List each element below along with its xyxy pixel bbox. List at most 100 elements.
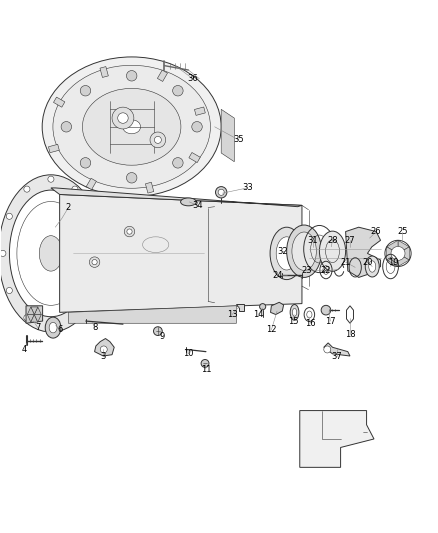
Ellipse shape bbox=[82, 88, 181, 165]
Text: 2: 2 bbox=[66, 203, 71, 212]
Ellipse shape bbox=[42, 57, 221, 197]
Text: 22: 22 bbox=[321, 266, 331, 276]
Text: 37: 37 bbox=[332, 351, 342, 360]
Text: 6: 6 bbox=[57, 325, 62, 334]
Polygon shape bbox=[68, 306, 237, 323]
Ellipse shape bbox=[365, 256, 379, 277]
Polygon shape bbox=[31, 307, 38, 314]
Ellipse shape bbox=[53, 66, 210, 188]
Circle shape bbox=[24, 186, 30, 192]
Text: 8: 8 bbox=[92, 323, 97, 332]
Polygon shape bbox=[51, 188, 302, 207]
Polygon shape bbox=[221, 109, 234, 161]
Ellipse shape bbox=[292, 309, 297, 316]
Ellipse shape bbox=[180, 198, 196, 206]
Text: 34: 34 bbox=[192, 201, 202, 210]
Ellipse shape bbox=[369, 261, 376, 272]
Circle shape bbox=[6, 213, 12, 220]
Circle shape bbox=[124, 227, 135, 237]
Bar bbox=[194, 107, 205, 115]
Bar bbox=[189, 152, 200, 163]
Ellipse shape bbox=[319, 231, 346, 271]
Circle shape bbox=[118, 113, 128, 123]
Circle shape bbox=[127, 229, 132, 234]
Polygon shape bbox=[387, 240, 398, 253]
Polygon shape bbox=[398, 247, 410, 260]
Polygon shape bbox=[387, 247, 398, 260]
Circle shape bbox=[48, 176, 54, 182]
Circle shape bbox=[89, 213, 95, 220]
Text: 21: 21 bbox=[340, 257, 351, 266]
Ellipse shape bbox=[39, 236, 63, 271]
Text: 32: 32 bbox=[277, 247, 288, 256]
Ellipse shape bbox=[10, 190, 92, 317]
Bar bbox=[100, 67, 108, 77]
Circle shape bbox=[100, 346, 107, 353]
Ellipse shape bbox=[287, 225, 321, 277]
Text: 15: 15 bbox=[288, 317, 298, 326]
Text: 23: 23 bbox=[301, 266, 311, 276]
Text: 14: 14 bbox=[253, 310, 264, 319]
Ellipse shape bbox=[276, 237, 297, 270]
Ellipse shape bbox=[45, 317, 61, 338]
Circle shape bbox=[218, 189, 224, 195]
Circle shape bbox=[150, 132, 166, 148]
Ellipse shape bbox=[49, 322, 57, 333]
Polygon shape bbox=[95, 338, 114, 356]
Polygon shape bbox=[34, 307, 41, 314]
Text: 7: 7 bbox=[35, 323, 40, 332]
Circle shape bbox=[0, 251, 6, 256]
Polygon shape bbox=[31, 314, 38, 322]
Text: 4: 4 bbox=[22, 345, 27, 354]
Circle shape bbox=[61, 122, 71, 132]
Text: 27: 27 bbox=[345, 236, 355, 245]
Polygon shape bbox=[26, 306, 42, 323]
Circle shape bbox=[48, 325, 54, 330]
Text: 3: 3 bbox=[101, 351, 106, 360]
Text: 20: 20 bbox=[362, 257, 373, 266]
Polygon shape bbox=[324, 343, 350, 356]
Polygon shape bbox=[387, 253, 398, 266]
Circle shape bbox=[80, 158, 91, 168]
Circle shape bbox=[89, 257, 100, 268]
Circle shape bbox=[321, 305, 331, 315]
Polygon shape bbox=[398, 240, 410, 253]
Text: 18: 18 bbox=[345, 330, 355, 338]
Circle shape bbox=[92, 260, 97, 265]
Text: 35: 35 bbox=[233, 135, 244, 144]
Circle shape bbox=[215, 187, 227, 198]
Bar bbox=[49, 144, 59, 152]
Circle shape bbox=[391, 246, 405, 261]
Circle shape bbox=[96, 251, 102, 256]
Polygon shape bbox=[60, 195, 302, 312]
Text: 26: 26 bbox=[371, 227, 381, 236]
Text: 28: 28 bbox=[327, 236, 338, 245]
Ellipse shape bbox=[0, 175, 103, 332]
Bar bbox=[145, 182, 154, 193]
Ellipse shape bbox=[292, 232, 316, 270]
Circle shape bbox=[173, 158, 183, 168]
Circle shape bbox=[153, 327, 162, 335]
Polygon shape bbox=[300, 410, 374, 467]
Circle shape bbox=[127, 173, 137, 183]
Polygon shape bbox=[27, 314, 34, 322]
Circle shape bbox=[72, 186, 78, 192]
Bar bbox=[53, 97, 65, 107]
Text: 25: 25 bbox=[397, 227, 408, 236]
Circle shape bbox=[80, 85, 91, 96]
Ellipse shape bbox=[123, 120, 141, 134]
Text: 12: 12 bbox=[266, 325, 277, 334]
Circle shape bbox=[201, 359, 209, 367]
Polygon shape bbox=[27, 307, 34, 314]
Ellipse shape bbox=[270, 227, 303, 280]
Circle shape bbox=[324, 346, 331, 353]
Text: 17: 17 bbox=[325, 317, 336, 326]
Polygon shape bbox=[398, 253, 410, 266]
Circle shape bbox=[154, 136, 161, 143]
Circle shape bbox=[24, 314, 30, 321]
Circle shape bbox=[72, 314, 78, 321]
Text: 16: 16 bbox=[305, 319, 316, 328]
Circle shape bbox=[6, 287, 12, 294]
Circle shape bbox=[112, 107, 134, 129]
Ellipse shape bbox=[290, 304, 299, 320]
